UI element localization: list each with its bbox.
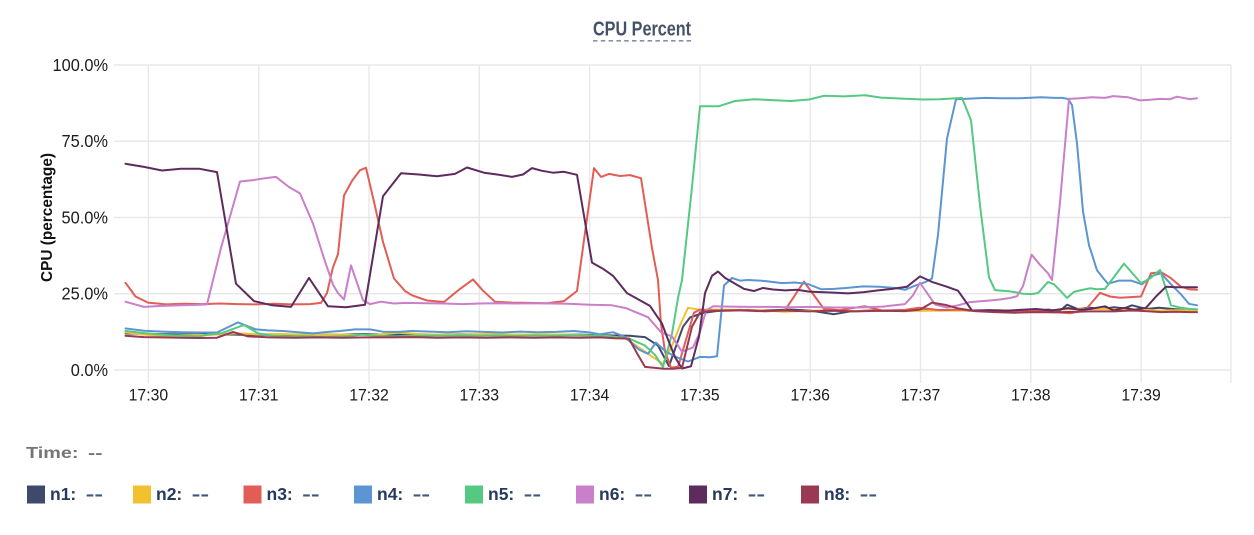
svg-text:17:35: 17:35 <box>680 386 720 405</box>
svg-text:17:31: 17:31 <box>239 386 279 405</box>
svg-text:17:30: 17:30 <box>129 386 169 405</box>
svg-text:17:39: 17:39 <box>1121 386 1161 405</box>
svg-text:--: -- <box>635 484 653 504</box>
svg-text:--: -- <box>302 484 320 504</box>
svg-text:100.0%: 100.0% <box>53 55 109 75</box>
svg-text:n8:: n8: <box>824 484 850 504</box>
svg-text:--: -- <box>860 484 878 504</box>
svg-text:50.0%: 50.0% <box>62 207 109 227</box>
svg-text:Time:: Time: <box>26 445 79 462</box>
svg-text:--: -- <box>88 445 103 462</box>
svg-text:--: -- <box>524 484 542 504</box>
svg-text:CPU (percentage): CPU (percentage) <box>39 153 56 282</box>
svg-text:--: -- <box>413 484 431 504</box>
svg-text:n6:: n6: <box>599 484 625 504</box>
svg-text:n4:: n4: <box>377 484 403 504</box>
svg-text:17:32: 17:32 <box>349 386 389 405</box>
svg-text:CPU Percent: CPU Percent <box>593 19 691 41</box>
svg-text:17:33: 17:33 <box>460 386 500 405</box>
svg-text:75.0%: 75.0% <box>62 131 109 151</box>
svg-text:17:37: 17:37 <box>901 386 941 405</box>
svg-text:17:36: 17:36 <box>790 386 830 405</box>
svg-text:17:38: 17:38 <box>1011 386 1051 405</box>
svg-text:0.0%: 0.0% <box>71 360 108 380</box>
svg-text:n5:: n5: <box>488 484 514 504</box>
svg-text:--: -- <box>192 484 210 504</box>
svg-text:n3:: n3: <box>267 484 293 504</box>
svg-text:25.0%: 25.0% <box>62 284 109 304</box>
svg-text:n2:: n2: <box>156 484 182 504</box>
svg-text:n7:: n7: <box>712 484 738 504</box>
svg-text:--: -- <box>86 484 104 504</box>
svg-text:n1:: n1: <box>50 484 76 504</box>
svg-text:--: -- <box>748 484 766 504</box>
svg-text:17:34: 17:34 <box>570 386 610 405</box>
